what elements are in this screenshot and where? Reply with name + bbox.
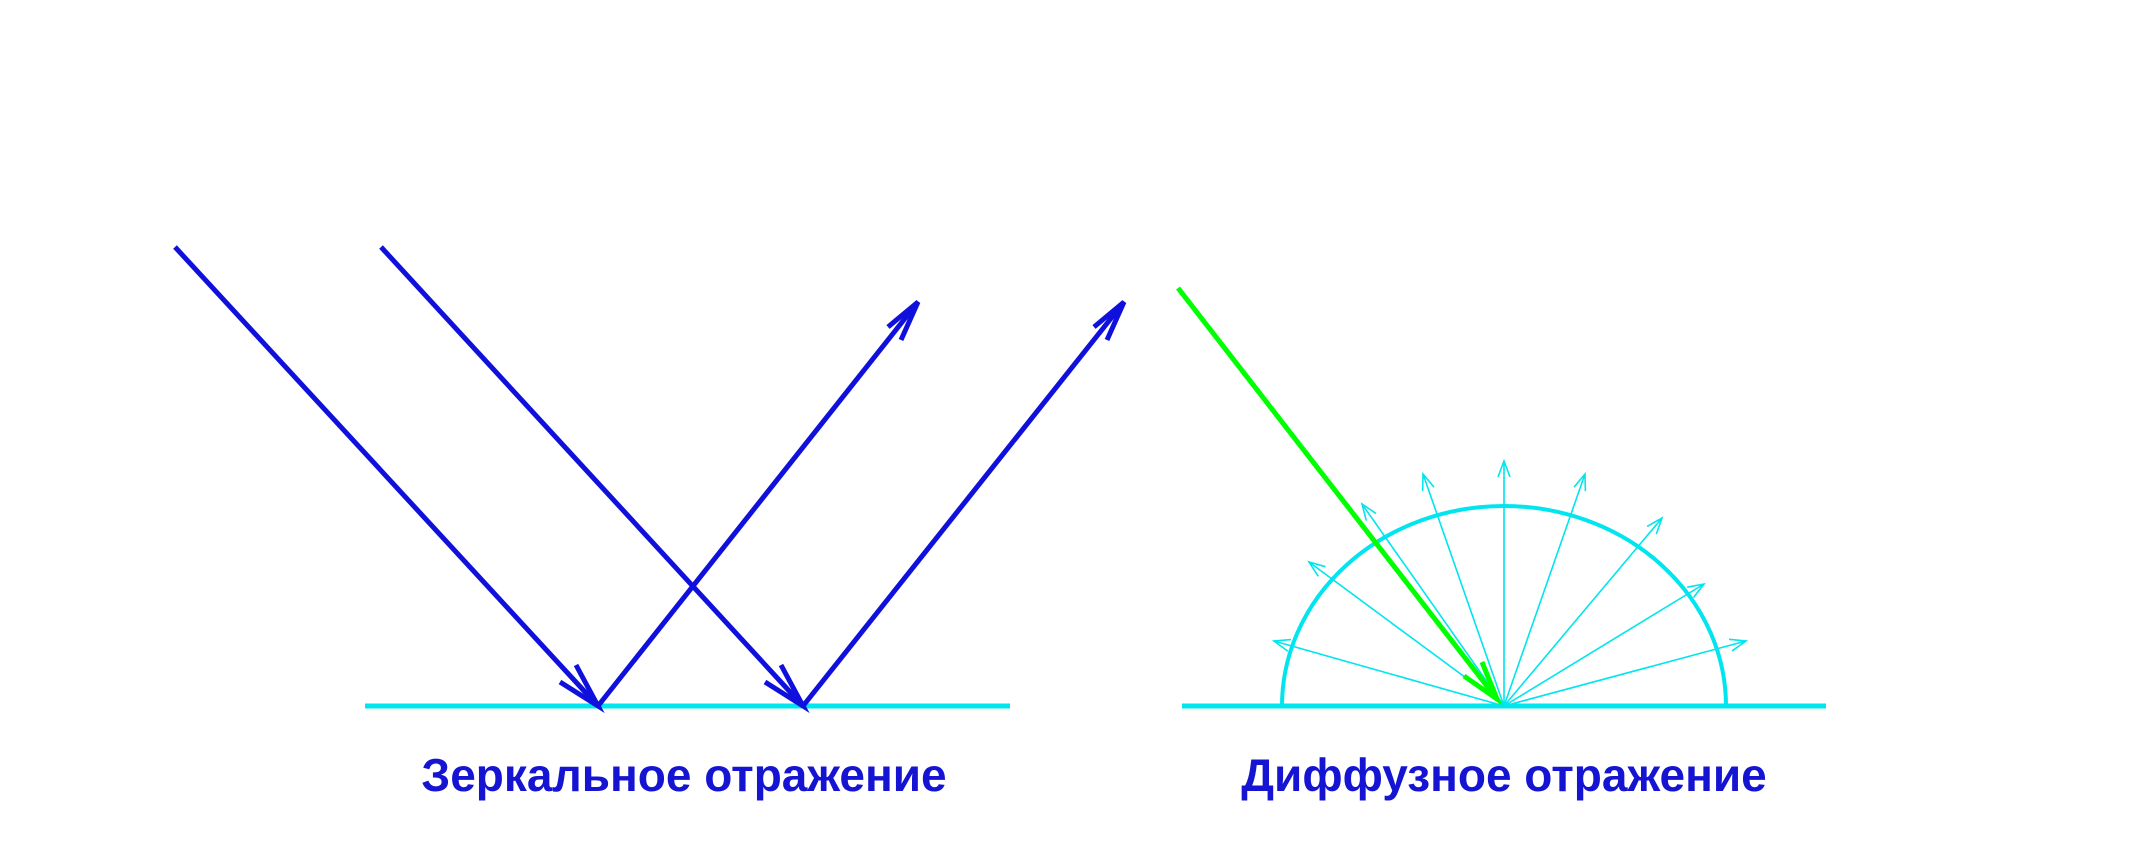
diffuse-panel [1176, 286, 1826, 709]
specular-reflected-ray-2-arrowhead [1092, 300, 1127, 342]
scattered-ray [1503, 517, 1663, 707]
scattered-ray [1361, 503, 1505, 707]
scattered-ray-arrowhead [1497, 458, 1511, 478]
scattered-ray-arrowhead [1728, 638, 1749, 652]
specular-incident-ray-1 [173, 245, 600, 708]
scattered-ray [1422, 473, 1505, 707]
scattered-ray-arrowhead [1646, 516, 1664, 535]
scattered-ray-arrowhead [1573, 471, 1587, 492]
caption-specular-reflection: Зеркальное отражение [421, 749, 947, 801]
caption-diffuse-reflection: Диффузное отражение [1241, 749, 1767, 801]
scattered-ray-arrowhead [1360, 502, 1377, 521]
specular-incident-ray-2 [379, 245, 805, 708]
scattered-ray [1503, 583, 1705, 707]
specular-reflected-ray-2 [801, 300, 1126, 708]
specular-reflected-ray-1 [596, 300, 920, 708]
scattered-ray [1273, 640, 1505, 707]
diffuse-incident-ray-arrowhead [1462, 661, 1503, 706]
scattered-ray-arrowhead [1307, 560, 1326, 577]
scattered-ray-arrowhead [1687, 582, 1706, 598]
diffuse-incident-ray [1176, 286, 1499, 701]
scattered-ray-arrowhead [1271, 638, 1292, 652]
diffuse-scattered-rays [1271, 458, 1749, 707]
scattered-ray-arrowhead [1421, 471, 1435, 492]
scattered-ray [1503, 473, 1586, 707]
specular-reflected-ray-1-arrowhead [886, 300, 921, 342]
specular-panel [173, 245, 1127, 714]
scattered-ray [1503, 640, 1747, 707]
